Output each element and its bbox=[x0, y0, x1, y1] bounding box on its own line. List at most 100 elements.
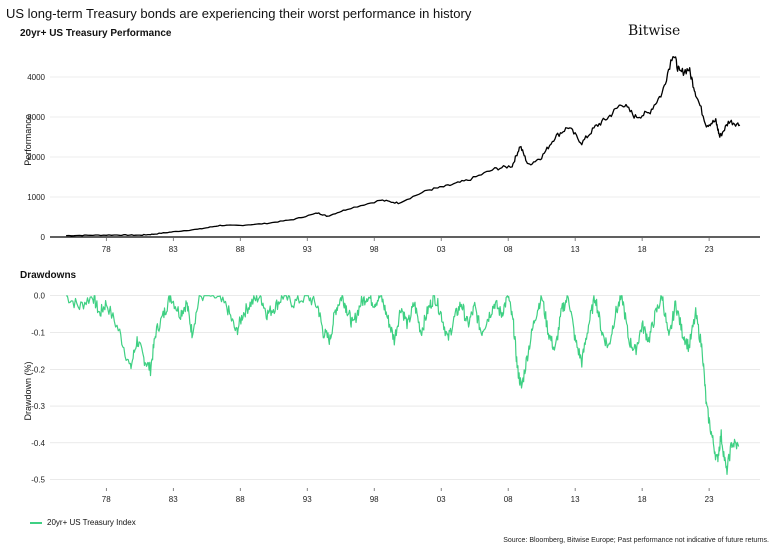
performance-data-point bbox=[327, 215, 329, 217]
drawdown-data-point bbox=[711, 435, 713, 437]
drawdown-data-point bbox=[481, 332, 483, 334]
drawdown-x-tick-label: 83 bbox=[169, 495, 178, 504]
performance-data-point bbox=[239, 225, 241, 227]
drawdown-x-tick-label: 13 bbox=[571, 495, 580, 504]
drawdown-series-line bbox=[66, 295, 740, 475]
drawdown-data-point bbox=[235, 332, 237, 334]
performance-data-point bbox=[635, 116, 637, 118]
drawdown-y-tick-label: -0.1 bbox=[31, 328, 45, 337]
performance-data-point bbox=[347, 208, 349, 210]
drawdown-y-tick-label: 0.0 bbox=[34, 292, 46, 301]
performance-data-point bbox=[494, 168, 496, 170]
drawdown-data-point bbox=[360, 302, 362, 304]
drawdown-data-point bbox=[282, 295, 284, 297]
drawdown-data-point bbox=[130, 369, 132, 371]
drawdown-y-tick-label: -0.4 bbox=[31, 439, 45, 448]
drawdown-data-point bbox=[661, 295, 663, 297]
drawdown-data-point bbox=[702, 350, 704, 352]
drawdown-data-point bbox=[119, 332, 121, 334]
drawdown-x-tick-label: 23 bbox=[705, 495, 714, 504]
drawdown-x-tick-label: 03 bbox=[437, 495, 446, 504]
performance-panel-title: 20yr+ US Treasury Performance bbox=[20, 28, 172, 39]
drawdown-data-point bbox=[521, 387, 523, 389]
performance-x-tick-label: 23 bbox=[705, 245, 714, 254]
drawdown-data-point bbox=[454, 317, 456, 319]
drawdown-data-point bbox=[588, 324, 590, 326]
performance-x-tick-label: 83 bbox=[169, 245, 178, 254]
drawdown-data-point bbox=[414, 302, 416, 304]
drawdown-data-point bbox=[648, 339, 650, 341]
performance-data-point bbox=[119, 234, 121, 236]
drawdown-data-point bbox=[420, 332, 422, 334]
drawdown-data-point bbox=[655, 313, 657, 315]
drawdown-data-point bbox=[323, 332, 325, 334]
drawdown-data-point bbox=[568, 295, 570, 297]
drawdown-data-point bbox=[352, 324, 354, 326]
drawdown-data-point bbox=[474, 306, 476, 308]
drawdown-data-point bbox=[266, 313, 268, 315]
drawdown-data-point bbox=[554, 350, 556, 352]
drawdown-data-point bbox=[170, 295, 172, 297]
drawdown-data-point bbox=[527, 350, 529, 352]
performance-x-tick-label: 78 bbox=[102, 245, 111, 254]
performance-series-line bbox=[66, 56, 741, 237]
performance-x-tick-label: 98 bbox=[370, 245, 379, 254]
drawdown-data-point bbox=[250, 302, 252, 304]
drawdown-x-tick-label: 98 bbox=[370, 495, 379, 504]
drawdown-data-point bbox=[427, 310, 429, 312]
drawdown-data-point bbox=[706, 405, 708, 407]
drawdown-data-point bbox=[226, 306, 228, 308]
drawdown-data-point bbox=[213, 295, 215, 297]
performance-x-tick-label: 93 bbox=[303, 245, 312, 254]
performance-data-point bbox=[695, 92, 697, 94]
performance-x-tick-label: 08 bbox=[504, 245, 513, 254]
drawdown-data-point bbox=[274, 306, 276, 308]
drawdown-data-point bbox=[335, 310, 337, 312]
drawdown-data-point bbox=[317, 306, 319, 308]
legend: 20yr+ US Treasury Index bbox=[30, 518, 136, 527]
drawdown-data-point bbox=[186, 302, 188, 304]
drawdown-x-tick-label: 08 bbox=[504, 495, 513, 504]
performance-data-point bbox=[688, 68, 690, 70]
drawdown-data-point bbox=[675, 302, 677, 304]
performance-data-point bbox=[679, 72, 681, 74]
drawdown-data-point bbox=[341, 295, 343, 297]
performance-y-tick-label: 0 bbox=[41, 233, 46, 242]
drawdown-data-point bbox=[668, 339, 670, 341]
performance-data-point bbox=[65, 235, 67, 237]
drawdown-data-point bbox=[726, 472, 728, 474]
drawdown-data-point bbox=[367, 295, 369, 297]
drawdown-data-point bbox=[467, 324, 469, 326]
drawdown-data-point bbox=[99, 313, 101, 315]
performance-data-point bbox=[608, 116, 610, 118]
drawdown-y-tick-label: -0.3 bbox=[31, 402, 45, 411]
performance-data-point bbox=[317, 212, 319, 214]
drawdowns-panel-title: Drawdowns bbox=[20, 270, 77, 281]
performance-data-point bbox=[511, 165, 513, 167]
drawdown-data-point bbox=[628, 339, 630, 341]
drawdown-data-point bbox=[447, 339, 449, 341]
legend-swatch bbox=[30, 521, 42, 524]
performance-x-tick-label: 03 bbox=[437, 245, 446, 254]
drawdown-data-point bbox=[513, 324, 515, 326]
drawdown-data-point bbox=[306, 295, 308, 297]
drawdown-data-point bbox=[720, 435, 722, 437]
drawdown-data-point bbox=[548, 332, 550, 334]
drawdown-data-point bbox=[79, 306, 81, 308]
performance-data-point bbox=[172, 231, 174, 233]
drawdown-data-point bbox=[494, 302, 496, 304]
performance-data-point bbox=[527, 164, 529, 166]
drawdown-data-point bbox=[621, 295, 623, 297]
drawdown-data-point bbox=[143, 357, 145, 359]
drawdown-data-point bbox=[507, 295, 509, 297]
performance-data-point bbox=[581, 142, 583, 144]
performance-y-tick-label: 2000 bbox=[27, 153, 45, 162]
drawdown-data-point bbox=[716, 460, 718, 462]
drawdown-data-point bbox=[581, 361, 583, 363]
performance-data-point bbox=[293, 219, 295, 221]
drawdown-data-point bbox=[695, 313, 697, 315]
drawdown-data-point bbox=[501, 313, 503, 315]
performance-data-point bbox=[672, 52, 674, 54]
performance-data-point bbox=[661, 92, 663, 94]
